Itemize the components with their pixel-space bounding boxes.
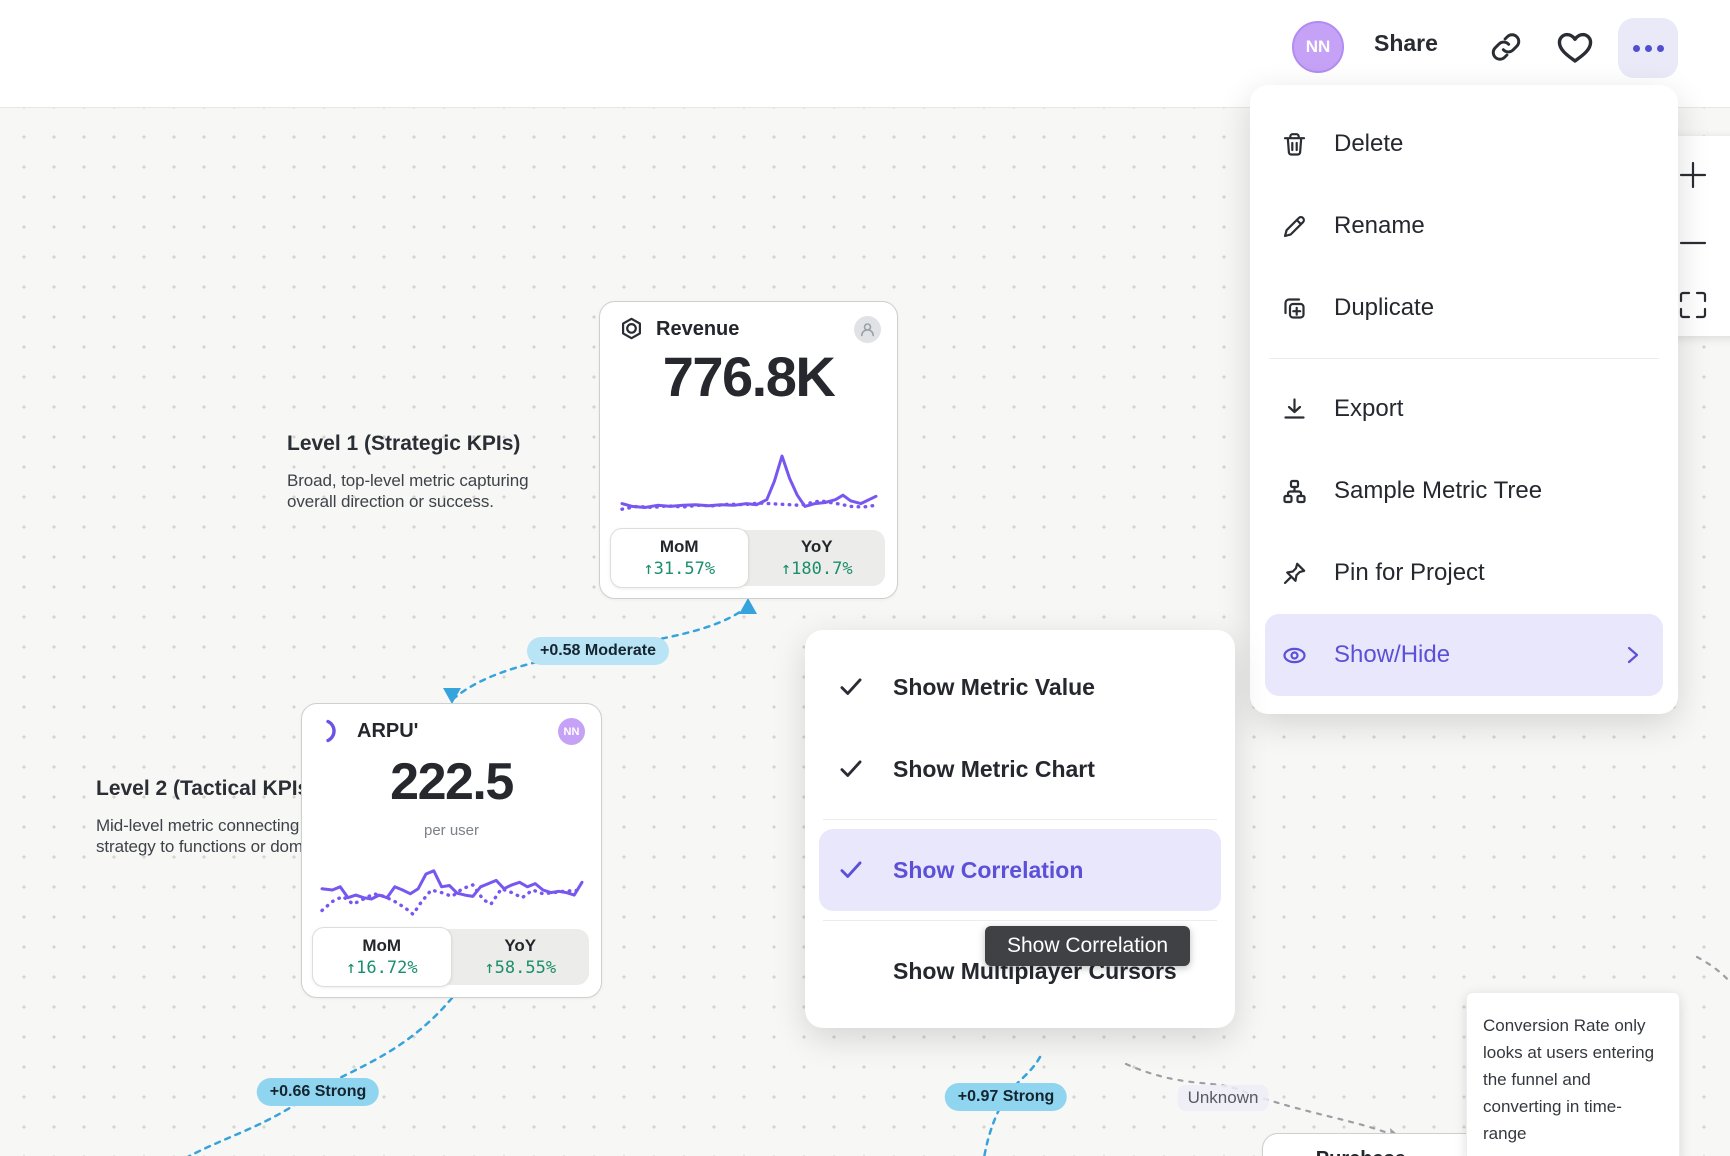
menu-item-label: Show/Hide xyxy=(1334,641,1451,668)
connector-offscreen xyxy=(1695,955,1730,984)
note-line: the funnel and xyxy=(1483,1070,1591,1089)
note-line: converting in time-range xyxy=(1483,1097,1622,1143)
submenu-item-show-correlation[interactable]: Show Correlation xyxy=(819,829,1221,911)
arrowhead-up-icon xyxy=(739,598,757,614)
metric-footer: MoM ↑31.57% YoY ↑180.7% xyxy=(610,528,886,588)
note-line: Conversion Rate only xyxy=(1483,1016,1646,1035)
yoy-toggle[interactable]: YoY ↑58.55% xyxy=(452,929,590,985)
level1-desc-line2: overall direction or success. xyxy=(287,492,494,511)
mom-label: MoM xyxy=(659,537,699,556)
menu-item-rename[interactable]: Rename xyxy=(1265,185,1663,267)
arrowhead-down-icon xyxy=(443,688,461,704)
user-avatar[interactable]: NN xyxy=(1292,21,1344,73)
mom-label: MoM xyxy=(362,936,402,955)
level1-title: Level 1 (Strategic KPIs) xyxy=(287,432,521,455)
metric-value: 222.5 xyxy=(390,753,514,811)
context-menu: Delete Rename Duplicate Export xyxy=(1250,85,1678,714)
level1-label: Level 1 (Strategic KPIs) Broad, top-leve… xyxy=(287,432,529,512)
metric-footer: MoM ↑16.72% YoY ↑58.55% xyxy=(312,927,590,987)
submenu-item-label: Show Metric Chart xyxy=(893,755,1095,782)
correlation-badge-strong-2[interactable]: +0.97 Strong xyxy=(944,1083,1068,1111)
chevron-right-icon xyxy=(1627,646,1639,664)
level2-label: Level 2 (Tactical KPIs Mid-level metric … xyxy=(96,777,312,857)
share-button[interactable]: Share xyxy=(1374,30,1438,56)
mom-toggle[interactable]: MoM ↑16.72% xyxy=(312,927,452,987)
card-title: Revenue xyxy=(656,318,740,340)
menu-item-show-hide[interactable]: Show/Hide xyxy=(1265,614,1663,696)
sparkline-chart xyxy=(320,869,584,916)
menu-item-label: Delete xyxy=(1334,130,1404,157)
mom-toggle[interactable]: MoM ↑31.57% xyxy=(610,528,749,588)
zoom-in-icon[interactable] xyxy=(1676,158,1710,192)
level2-title: Level 2 (Tactical KPIs xyxy=(96,777,310,800)
correlation-unknown-label: Unknown xyxy=(1177,1085,1269,1111)
ellipsis-icon xyxy=(1632,44,1640,52)
level2-desc-line1: Mid-level metric connecting xyxy=(96,816,300,835)
zoom-out-icon[interactable] xyxy=(1676,226,1710,260)
metric-card-arpu[interactable]: ARPU' NN 222.5 per user MoM ↑16.72% YoY … xyxy=(301,703,602,998)
yoy-value: ↑180.7% xyxy=(780,559,853,579)
eye-icon xyxy=(1283,647,1306,663)
card-title: ARPU' xyxy=(357,719,419,742)
show-hide-submenu: Show Metric Value Show Metric Chart Show… xyxy=(805,630,1235,1028)
menu-item-label: Rename xyxy=(1334,212,1425,239)
menu-item-label: Pin for Project xyxy=(1334,559,1485,586)
pin-icon xyxy=(1283,562,1306,584)
metric-badge-icon xyxy=(622,317,641,340)
note-line: looks at users entering xyxy=(1483,1043,1655,1062)
connector-revenue-arpu xyxy=(450,604,750,702)
submenu-item-show-metric-chart[interactable]: Show Metric Chart xyxy=(819,728,1221,810)
yoy-label: YoY xyxy=(800,537,833,556)
submenu-item-label: Show Metric Value xyxy=(893,673,1095,700)
card-title: Purchase Conversion R xyxy=(1316,1148,1515,1156)
trash-icon xyxy=(1283,132,1306,156)
sparkline-chart xyxy=(620,454,878,511)
conversion-note-tooltip: Conversion Rate only looks at users ente… xyxy=(1466,992,1680,1156)
menu-item-sample-metric-tree[interactable]: Sample Metric Tree xyxy=(1265,450,1663,532)
menu-item-duplicate[interactable]: Duplicate xyxy=(1265,267,1663,349)
menu-item-label: Sample Metric Tree xyxy=(1334,477,1543,504)
collaborator-avatar[interactable]: NN xyxy=(558,718,585,745)
menu-divider xyxy=(1269,358,1659,359)
yoy-label: YoY xyxy=(504,936,537,955)
menu-item-pin-for-project[interactable]: Pin for Project xyxy=(1265,532,1663,614)
menu-item-delete[interactable]: Delete xyxy=(1265,103,1663,185)
yoy-toggle[interactable]: YoY ↑180.7% xyxy=(749,530,886,586)
correlation-badge-moderate[interactable]: +0.58 Moderate xyxy=(526,637,670,665)
metric-value: 776.8K xyxy=(662,345,836,408)
check-icon xyxy=(840,861,862,878)
check-icon xyxy=(840,760,862,777)
yoy-value: ↑58.55% xyxy=(484,958,557,978)
duplicate-icon xyxy=(1284,297,1305,319)
menu-item-label: Duplicate xyxy=(1334,294,1435,321)
check-icon xyxy=(840,678,862,695)
level1-desc-line1: Broad, top-level metric capturing xyxy=(287,471,529,490)
favorite-heart-icon[interactable] xyxy=(1554,26,1596,68)
submenu-item-label: Show Correlation xyxy=(893,856,1084,883)
owner-avatar[interactable] xyxy=(854,316,881,343)
copy-link-icon[interactable] xyxy=(1488,29,1524,65)
connector-strong-right xyxy=(983,1055,1042,1156)
level2-desc-line2: strategy to functions or doma xyxy=(96,837,313,856)
mom-value: ↑31.57% xyxy=(643,559,716,579)
person-icon xyxy=(861,323,874,337)
connector-arpu-down xyxy=(187,996,454,1156)
metric-unit: per user xyxy=(423,822,480,839)
correlation-badge-strong-1[interactable]: +0.66 Strong xyxy=(256,1078,380,1106)
moon-icon xyxy=(326,719,336,743)
submenu-divider xyxy=(823,920,1217,921)
download-icon xyxy=(1284,397,1305,419)
menu-item-export[interactable]: Export xyxy=(1265,368,1663,450)
metric-card-revenue[interactable]: Revenue 776.8K MoM ↑31.57% YoY ↑180.7% xyxy=(599,301,898,599)
menu-item-label: Export xyxy=(1334,395,1404,422)
submenu-item-show-metric-value[interactable]: Show Metric Value xyxy=(819,646,1221,728)
more-options-button[interactable] xyxy=(1618,18,1678,78)
tree-icon xyxy=(1283,479,1306,503)
fullscreen-icon[interactable] xyxy=(1676,288,1710,322)
submenu-divider xyxy=(823,819,1217,820)
pencil-icon xyxy=(1283,215,1305,237)
mom-value: ↑16.72% xyxy=(345,958,418,978)
show-correlation-tooltip: Show Correlation xyxy=(985,926,1191,966)
